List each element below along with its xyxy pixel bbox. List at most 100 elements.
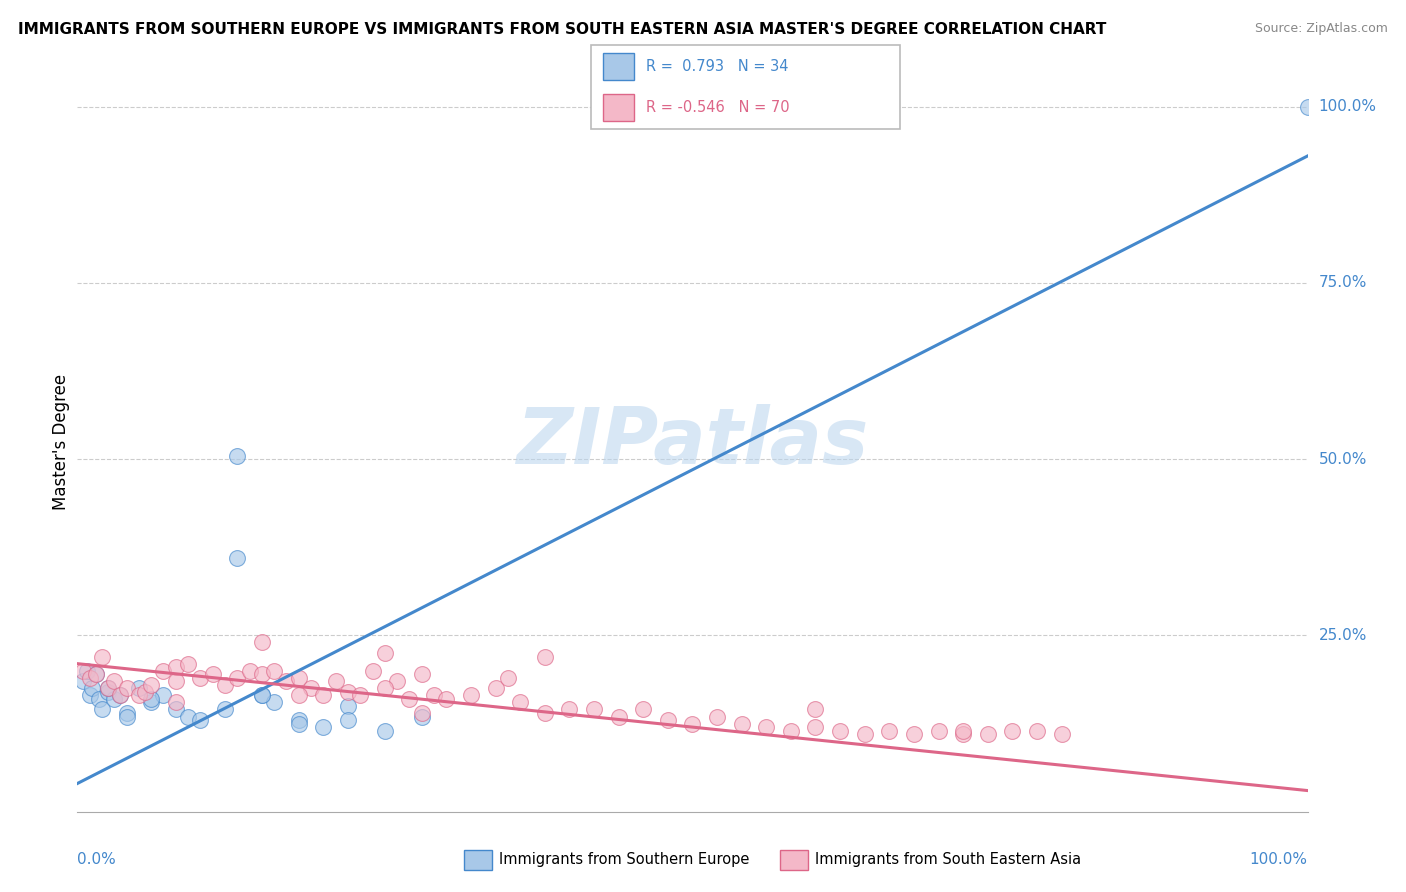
Point <box>374 681 396 696</box>
Point <box>103 674 125 689</box>
Point <box>90 702 114 716</box>
Point <box>337 685 360 699</box>
Point <box>804 702 827 716</box>
Point <box>853 727 876 741</box>
Point <box>250 689 273 703</box>
Point <box>436 692 458 706</box>
Point <box>72 674 94 689</box>
Point <box>312 720 335 734</box>
Y-axis label: Master's Degree: Master's Degree <box>52 374 70 509</box>
Text: 0.0%: 0.0% <box>77 853 117 867</box>
Point <box>288 689 311 703</box>
Text: 100.0%: 100.0% <box>1319 99 1376 114</box>
Point <box>1296 100 1319 114</box>
Bar <box>603 94 634 120</box>
Point <box>214 678 236 692</box>
Point <box>337 713 360 727</box>
Point <box>349 689 371 703</box>
Point <box>804 720 827 734</box>
Point <box>1026 723 1049 738</box>
Text: Source: ZipAtlas.com: Source: ZipAtlas.com <box>1254 22 1388 36</box>
Point <box>755 720 778 734</box>
Text: Immigrants from South Eastern Asia: Immigrants from South Eastern Asia <box>815 853 1081 867</box>
Text: ZIPatlas: ZIPatlas <box>516 403 869 480</box>
Point <box>288 716 311 731</box>
Point <box>89 692 111 706</box>
Point <box>134 685 156 699</box>
Text: 100.0%: 100.0% <box>1250 853 1308 867</box>
Point <box>325 674 347 689</box>
Point <box>239 664 262 678</box>
Point <box>682 716 704 731</box>
Point <box>1001 723 1024 738</box>
Point <box>534 706 557 720</box>
Point <box>152 664 174 678</box>
Point <box>657 713 679 727</box>
Point <box>84 667 107 681</box>
Bar <box>603 54 634 80</box>
Point <box>110 689 132 703</box>
Point <box>165 674 187 689</box>
Text: 50.0%: 50.0% <box>1319 451 1367 467</box>
Point <box>250 667 273 681</box>
Point <box>97 681 120 696</box>
Point <box>177 657 200 671</box>
Point <box>633 702 655 716</box>
Point <box>952 727 974 741</box>
Point <box>706 709 728 723</box>
Point <box>534 649 557 664</box>
Point <box>830 723 852 738</box>
Point <box>226 550 249 565</box>
Point <box>152 689 174 703</box>
Point <box>558 702 581 716</box>
Point <box>128 681 150 696</box>
Point <box>288 671 311 685</box>
Point <box>103 692 125 706</box>
Point <box>411 706 433 720</box>
Point <box>250 635 273 649</box>
Point <box>288 713 311 727</box>
Point <box>177 709 200 723</box>
Text: Immigrants from Southern Europe: Immigrants from Southern Europe <box>499 853 749 867</box>
Point <box>460 689 482 703</box>
Point <box>509 695 531 709</box>
Point <box>188 713 212 727</box>
FancyBboxPatch shape <box>591 45 900 129</box>
Point <box>76 664 98 678</box>
Point <box>903 727 925 741</box>
Point <box>361 664 384 678</box>
Point <box>583 702 606 716</box>
Text: R = -0.546   N = 70: R = -0.546 N = 70 <box>647 100 790 115</box>
Point <box>110 689 132 703</box>
Point <box>84 667 107 681</box>
Point <box>263 664 285 678</box>
Point <box>977 727 1000 741</box>
Point <box>1050 727 1073 741</box>
Point <box>141 692 163 706</box>
Point <box>411 709 433 723</box>
Point <box>90 649 114 664</box>
Point <box>141 678 163 692</box>
Point <box>226 671 249 685</box>
Point <box>141 695 163 709</box>
Point <box>411 667 433 681</box>
Point <box>115 706 138 720</box>
Point <box>496 671 519 685</box>
Point <box>312 689 335 703</box>
Point <box>398 692 420 706</box>
Text: IMMIGRANTS FROM SOUTHERN EUROPE VS IMMIGRANTS FROM SOUTH EASTERN ASIA MASTER'S D: IMMIGRANTS FROM SOUTHERN EUROPE VS IMMIG… <box>18 22 1107 37</box>
Point <box>97 685 120 699</box>
Point <box>423 689 446 703</box>
Point <box>115 681 138 696</box>
Point <box>115 709 138 723</box>
Point <box>82 681 104 696</box>
Point <box>337 698 360 713</box>
Point <box>165 695 187 709</box>
Point <box>128 689 150 703</box>
Text: R =  0.793   N = 34: R = 0.793 N = 34 <box>647 59 789 74</box>
Point <box>952 723 974 738</box>
Point <box>79 671 101 685</box>
Point <box>79 689 101 703</box>
Point <box>299 681 322 696</box>
Point <box>97 681 120 696</box>
